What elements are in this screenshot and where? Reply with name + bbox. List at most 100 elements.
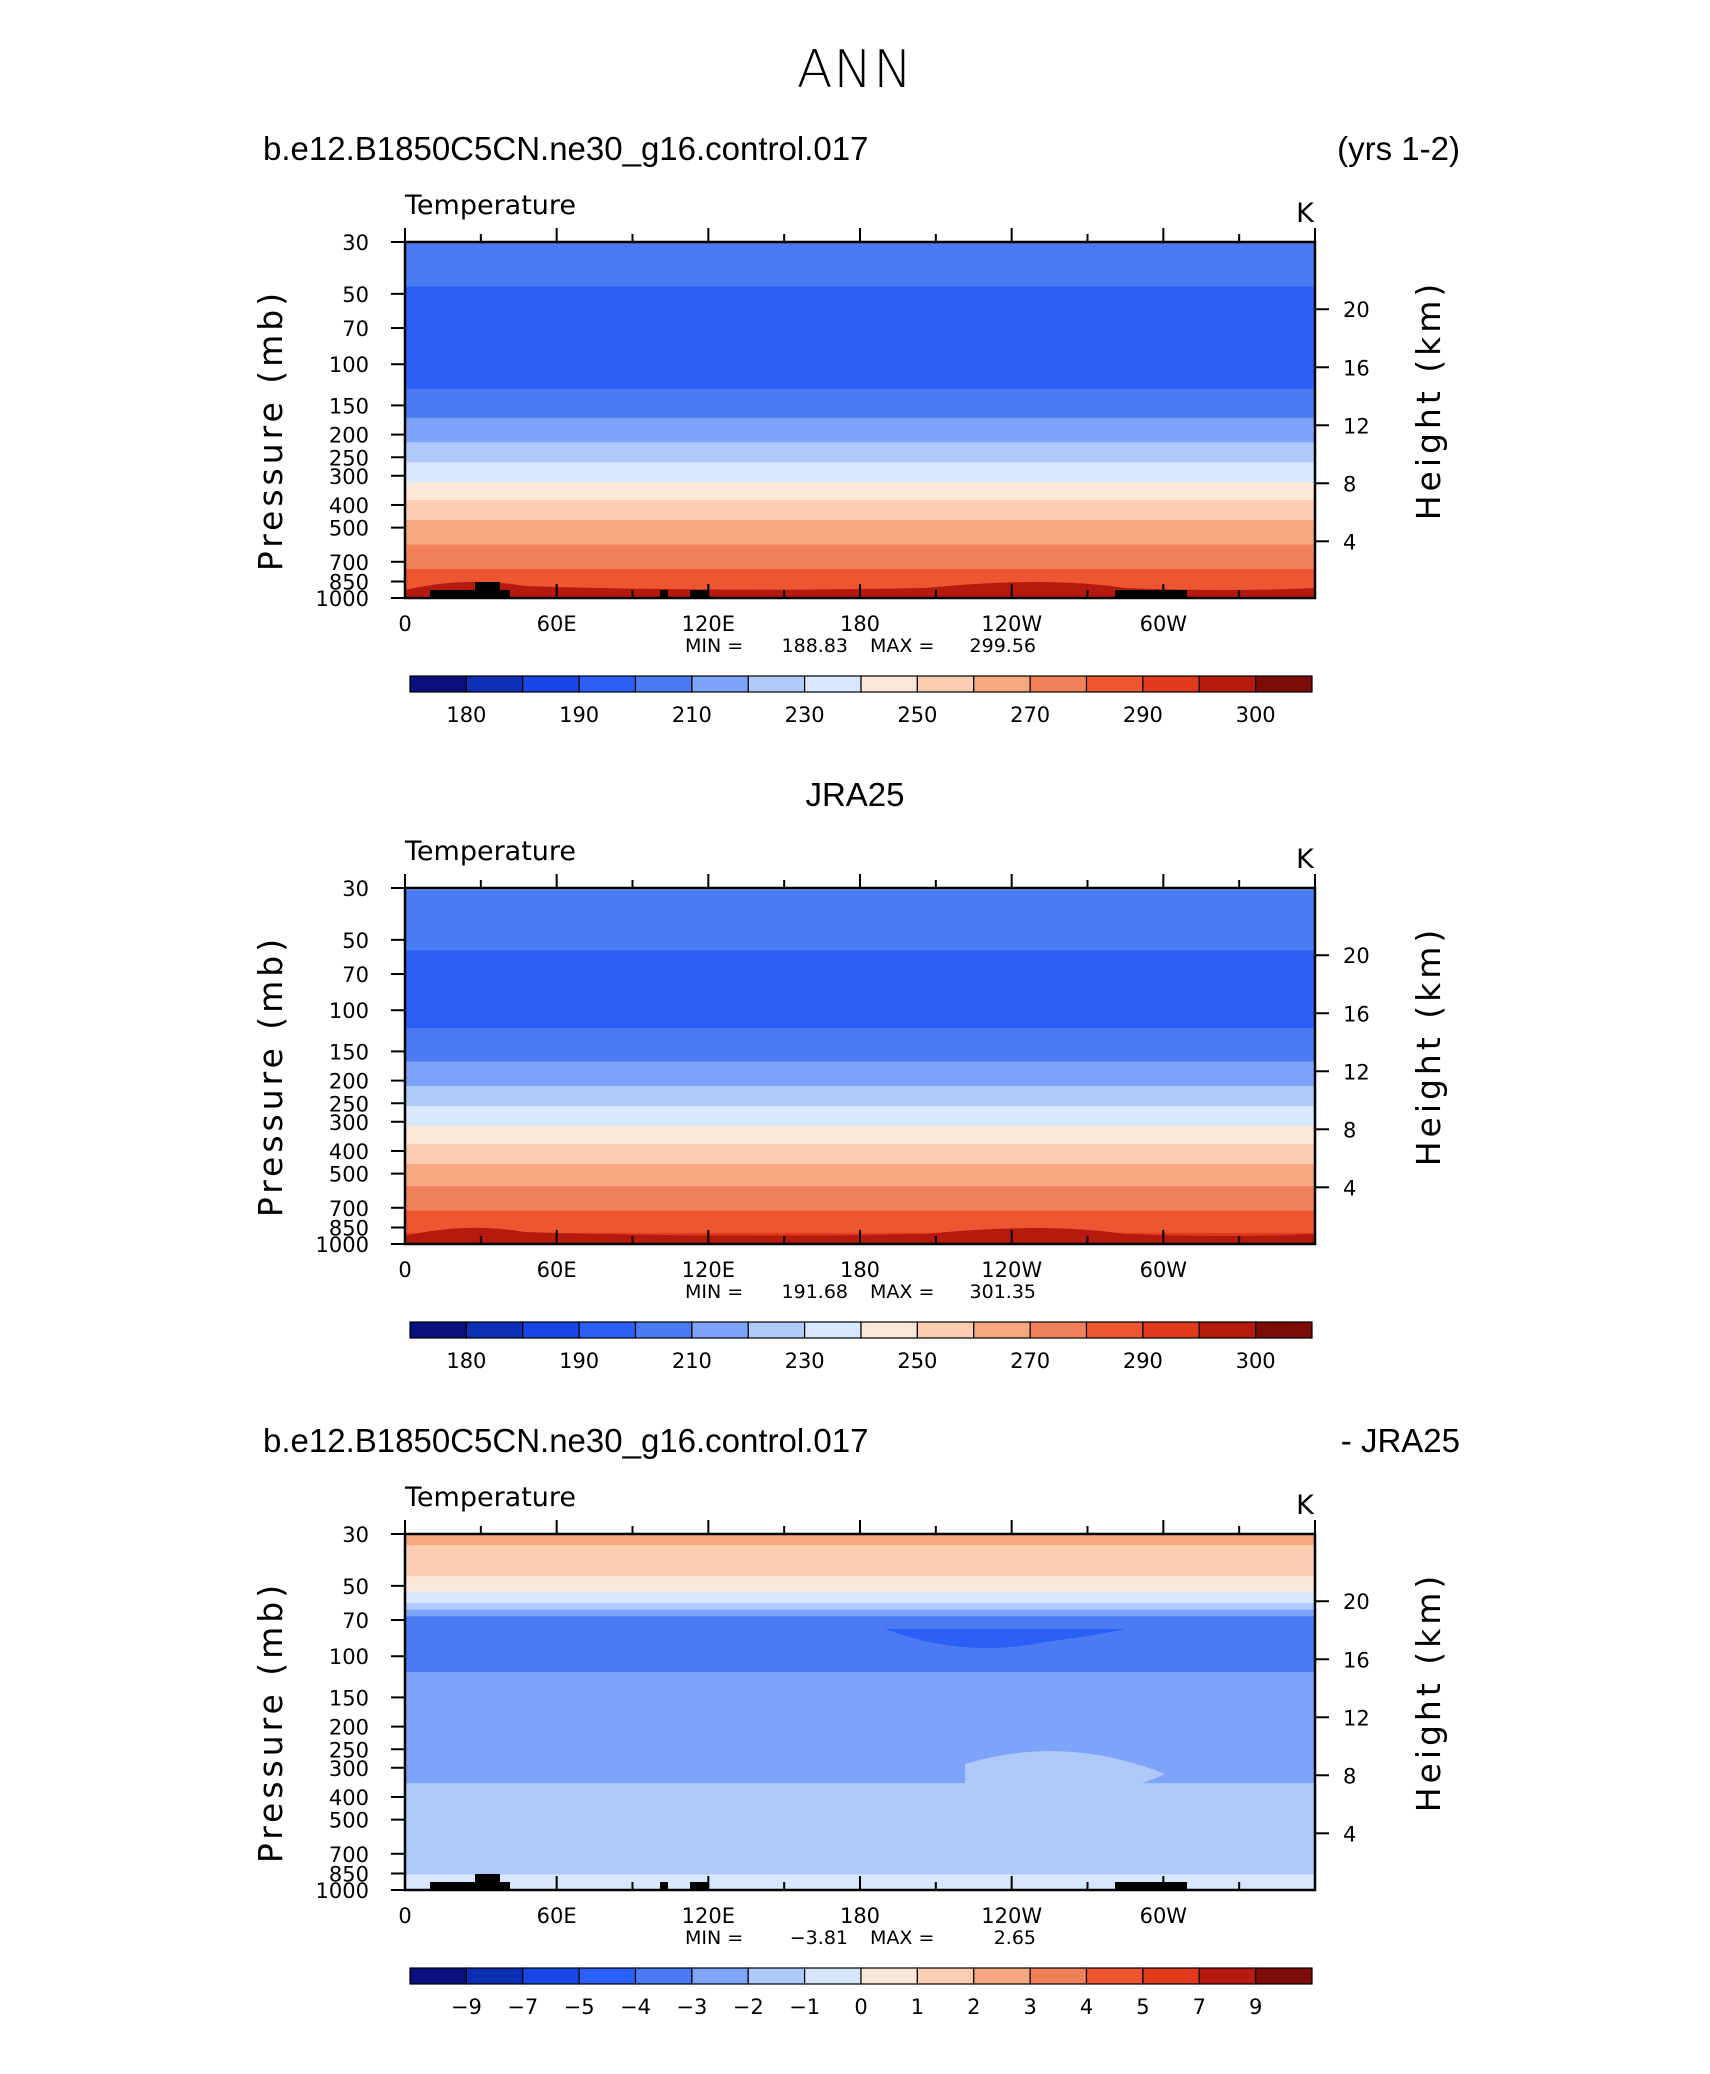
min-value: −3.81 [790, 1927, 848, 1949]
panel-2-center-title: JRA25 [805, 776, 905, 813]
colorbar-swatch [1029, 675, 1088, 693]
y-right-tick-label: 12 [1343, 1706, 1370, 1730]
y-tick-label: 700 [329, 551, 369, 575]
contour-band [405, 482, 1315, 501]
topography-block [1115, 1882, 1187, 1890]
y-tick-label: 850 [329, 1217, 369, 1241]
contour-band [405, 544, 1315, 570]
topography-block [690, 1882, 708, 1890]
max-label: MAX = [870, 1927, 934, 1949]
y-right-tick-label: 4 [1343, 1176, 1356, 1200]
colorbar-label: 270 [1010, 703, 1050, 727]
max-label: MAX = [870, 1281, 934, 1303]
colorbar-label: −1 [789, 1995, 820, 2019]
x-axis: 0 60E 120E 180 120W 60W [398, 228, 1316, 636]
y-tick-label: 300 [329, 1111, 369, 1135]
colorbar-swatch [1255, 1967, 1313, 1985]
colorbar-label: 7 [1193, 1995, 1206, 2019]
colorbar-label: 1 [911, 1995, 924, 2019]
colorbar-swatch [860, 1967, 918, 1985]
colorbar-label: −3 [676, 1995, 707, 2019]
y-tick-label: 30 [342, 1523, 369, 1547]
colorbar-swatch [465, 675, 524, 693]
panel-units: K [1296, 844, 1315, 875]
contour-band [405, 1086, 1315, 1107]
topography-block [660, 590, 668, 598]
colorbar-swatch [916, 1967, 975, 1985]
topography-block [500, 1882, 510, 1890]
y-right-tick-label: 8 [1343, 1764, 1356, 1788]
y-tick-label: 70 [342, 963, 369, 987]
colorbar-swatch [916, 675, 975, 693]
temperature-cross-section-model: 0 60E 120E 180 120W 60W3050701001502002503004… [251, 190, 1448, 727]
panel-subtitle: Temperature [404, 1482, 576, 1513]
y-tick-label: 700 [329, 1843, 369, 1867]
colorbar: −9 −7 −5 −4 −3 −2 −1 0 1 2 3 4 5 7 9 [409, 1967, 1313, 2019]
contour-band [405, 1616, 1315, 1673]
y-right-tick-label: 12 [1343, 1060, 1370, 1084]
y-right-axis-label: Height (km) [1409, 280, 1448, 521]
y-tick-label: 250 [329, 1738, 369, 1762]
contour-band [405, 890, 1315, 951]
colorbar-label: 2 [967, 1995, 980, 2019]
topography-block [475, 582, 500, 598]
colorbar-swatch [1142, 1321, 1200, 1339]
panel-1-years: (yrs 1-2) [1337, 130, 1460, 167]
colorbar-swatch [747, 675, 806, 693]
contour-field [405, 242, 1315, 599]
colorbar-swatch [973, 675, 1031, 693]
colorbar-swatch [465, 1967, 524, 1985]
colorbar-swatch [1198, 1321, 1257, 1339]
colorbar-swatch [409, 675, 467, 693]
colorbar-swatch [634, 1967, 693, 1985]
x-tick-label: 180 [840, 612, 880, 636]
colorbar-label: 230 [785, 703, 825, 727]
contour-band [405, 1106, 1315, 1127]
colorbar-swatch [522, 1321, 580, 1339]
y-right-axis-label: Height (km) [1409, 926, 1448, 1167]
y-axis-height: 20 16 12 8 4 Height (km) [1315, 280, 1448, 554]
panel-3-case-name: b.e12.B1850C5CN.ne30_g16.control.017 [263, 1422, 869, 1459]
x-tick-label: 120E [682, 612, 735, 636]
colorbar-label: 190 [559, 703, 599, 727]
colorbar-swatch [1142, 675, 1200, 693]
x-tick-label: 0 [398, 1258, 411, 1282]
colorbar-swatch [634, 1321, 693, 1339]
contour-band [405, 1210, 1315, 1234]
colorbar-label: 250 [897, 703, 937, 727]
contour-field [405, 888, 1315, 1245]
colorbar-swatch [1029, 1321, 1088, 1339]
y-tick-label: 400 [329, 494, 369, 518]
y-axis-label: Pressure (mb) [251, 935, 290, 1217]
colorbar-swatch [860, 1321, 918, 1339]
min-label: MIN = [685, 635, 743, 657]
colorbar-label: 250 [897, 1349, 937, 1373]
colorbar-swatch [1198, 1967, 1257, 1985]
y-tick-label: 30 [342, 877, 369, 901]
contour-band [405, 500, 1315, 521]
contour-band [405, 1534, 1315, 1546]
x-tick-label: 60W [1140, 1258, 1188, 1282]
colorbar-label: 270 [1010, 1349, 1050, 1373]
x-tick-label: 180 [840, 1904, 880, 1928]
contour-band [405, 1576, 1315, 1593]
y-tick-label: 150 [329, 1686, 369, 1710]
colorbar-swatch [804, 1321, 862, 1339]
contour-band [405, 1163, 1315, 1187]
y-tick-label: 50 [342, 929, 369, 953]
y-tick-label: 50 [342, 1575, 369, 1599]
max-value: 301.35 [970, 1281, 1036, 1303]
y-tick-label: 50 [342, 283, 369, 307]
contour-band [405, 1028, 1315, 1063]
colorbar-swatch [691, 1321, 749, 1339]
max-value: 299.56 [970, 635, 1036, 657]
colorbar-swatch [634, 675, 693, 693]
contour-band [405, 888, 1315, 891]
y-tick-label: 150 [329, 1040, 369, 1064]
x-tick-label: 0 [398, 1904, 411, 1928]
y-tick-label: 1000 [316, 1879, 369, 1903]
y-right-tick-label: 16 [1343, 1648, 1370, 1672]
topography-block [430, 1882, 492, 1890]
max-value: 2.65 [994, 1927, 1036, 1949]
colorbar-swatch [578, 675, 637, 693]
